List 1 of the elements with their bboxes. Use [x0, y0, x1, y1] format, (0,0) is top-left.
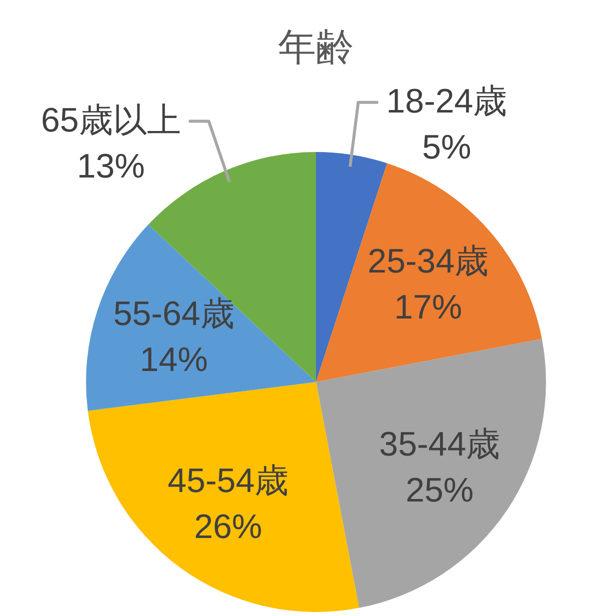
title: 年齢	[278, 27, 354, 69]
